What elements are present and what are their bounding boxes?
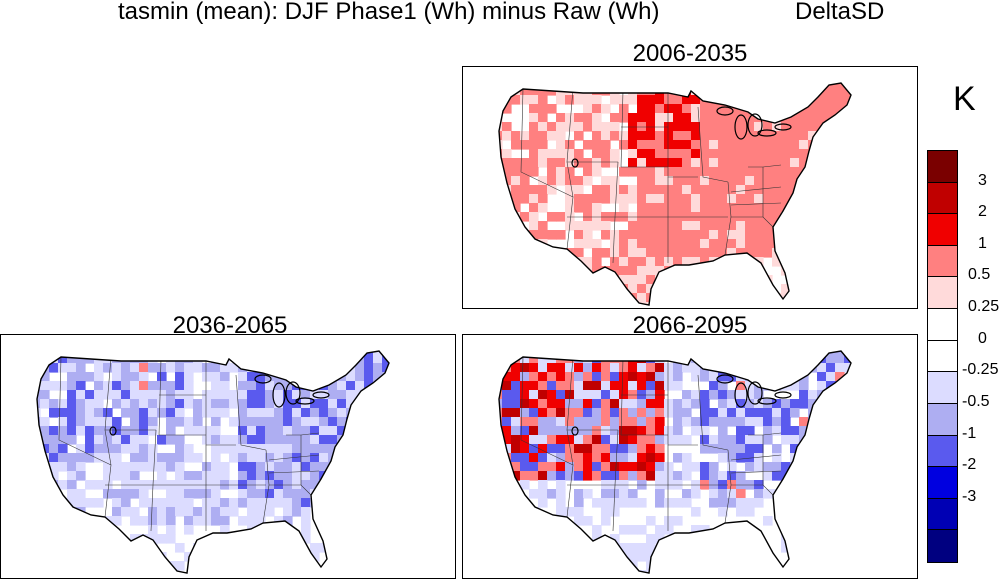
colorbar-box <box>928 467 957 499</box>
colorbar-tick-label: 3 <box>978 171 987 189</box>
data-field <box>37 351 389 573</box>
coastline <box>36 350 390 574</box>
lake-outline <box>774 391 792 399</box>
usa-map-2066-2095 <box>498 350 852 574</box>
data-field <box>499 83 851 305</box>
colorbar-tick-label: 0.25 <box>968 298 1000 316</box>
lake-outline <box>254 374 272 384</box>
lake-outline <box>774 123 792 131</box>
colorbar-box <box>928 372 957 404</box>
state-boundaries <box>520 88 782 264</box>
coastline <box>498 350 852 574</box>
figure-title: tasmin (mean): DJF Phase1 (Wh) minus Raw… <box>0 0 1005 30</box>
colorbar-tick-label: 2 <box>978 203 987 221</box>
lake-outline <box>757 129 777 137</box>
lake-outline <box>757 397 777 405</box>
state-boundaries <box>520 356 782 532</box>
panel-title-2006-2035: 2006-2035 <box>632 40 748 67</box>
colorbar-box <box>928 309 957 341</box>
lake-outline <box>734 114 748 140</box>
colorbar-tick-label: -2 <box>962 456 977 474</box>
colorbar-box <box>928 182 957 215</box>
colorbar-tick-label: -1 <box>962 424 977 442</box>
colorbar-box <box>928 214 957 246</box>
units-label: K <box>953 80 976 118</box>
colorbar-box <box>928 403 957 436</box>
colorbar-box <box>928 498 957 531</box>
lake-outline <box>272 382 286 408</box>
colorbar-tick-label: 0.5 <box>968 266 991 284</box>
colorbar-box <box>928 435 957 468</box>
usa-map-2036-2065 <box>36 350 390 574</box>
colorbar <box>927 150 958 563</box>
lake-outline <box>747 381 763 405</box>
colorbar-tick-label: 0 <box>978 329 987 347</box>
lake-outline <box>747 113 763 137</box>
map-panel-2036-2065 <box>0 334 456 579</box>
model-label: DeltaSD <box>795 0 885 25</box>
map-panel-2066-2095 <box>462 334 918 579</box>
colorbar-tick-label: 1 <box>978 234 987 252</box>
lake-outline <box>734 382 748 408</box>
usa-map-2006-2035 <box>498 82 852 306</box>
main-title: tasmin (mean): DJF Phase1 (Wh) minus Raw… <box>118 0 660 25</box>
colorbar-box <box>928 530 957 562</box>
colorbar-box <box>928 151 957 183</box>
colorbar-tick-label: -3 <box>962 487 977 505</box>
data-field <box>499 351 851 573</box>
lake-outline <box>109 426 117 436</box>
lake-outline <box>295 397 315 405</box>
colorbar-tick-label: -0.25 <box>962 361 999 379</box>
colorbar-box <box>928 277 957 310</box>
lake-outline <box>716 374 734 384</box>
map-panel-2006-2035 <box>462 66 918 309</box>
colorbar-tick-label: -0.5 <box>962 392 990 410</box>
colorbar-box <box>928 340 957 373</box>
state-boundaries <box>58 356 320 532</box>
lake-outline <box>312 391 330 399</box>
lake-outline <box>285 381 301 405</box>
lake-outline <box>571 426 579 436</box>
colorbar-box <box>928 245 957 278</box>
lake-outline <box>571 158 579 168</box>
lake-outline <box>716 106 734 116</box>
coastline <box>498 82 852 306</box>
